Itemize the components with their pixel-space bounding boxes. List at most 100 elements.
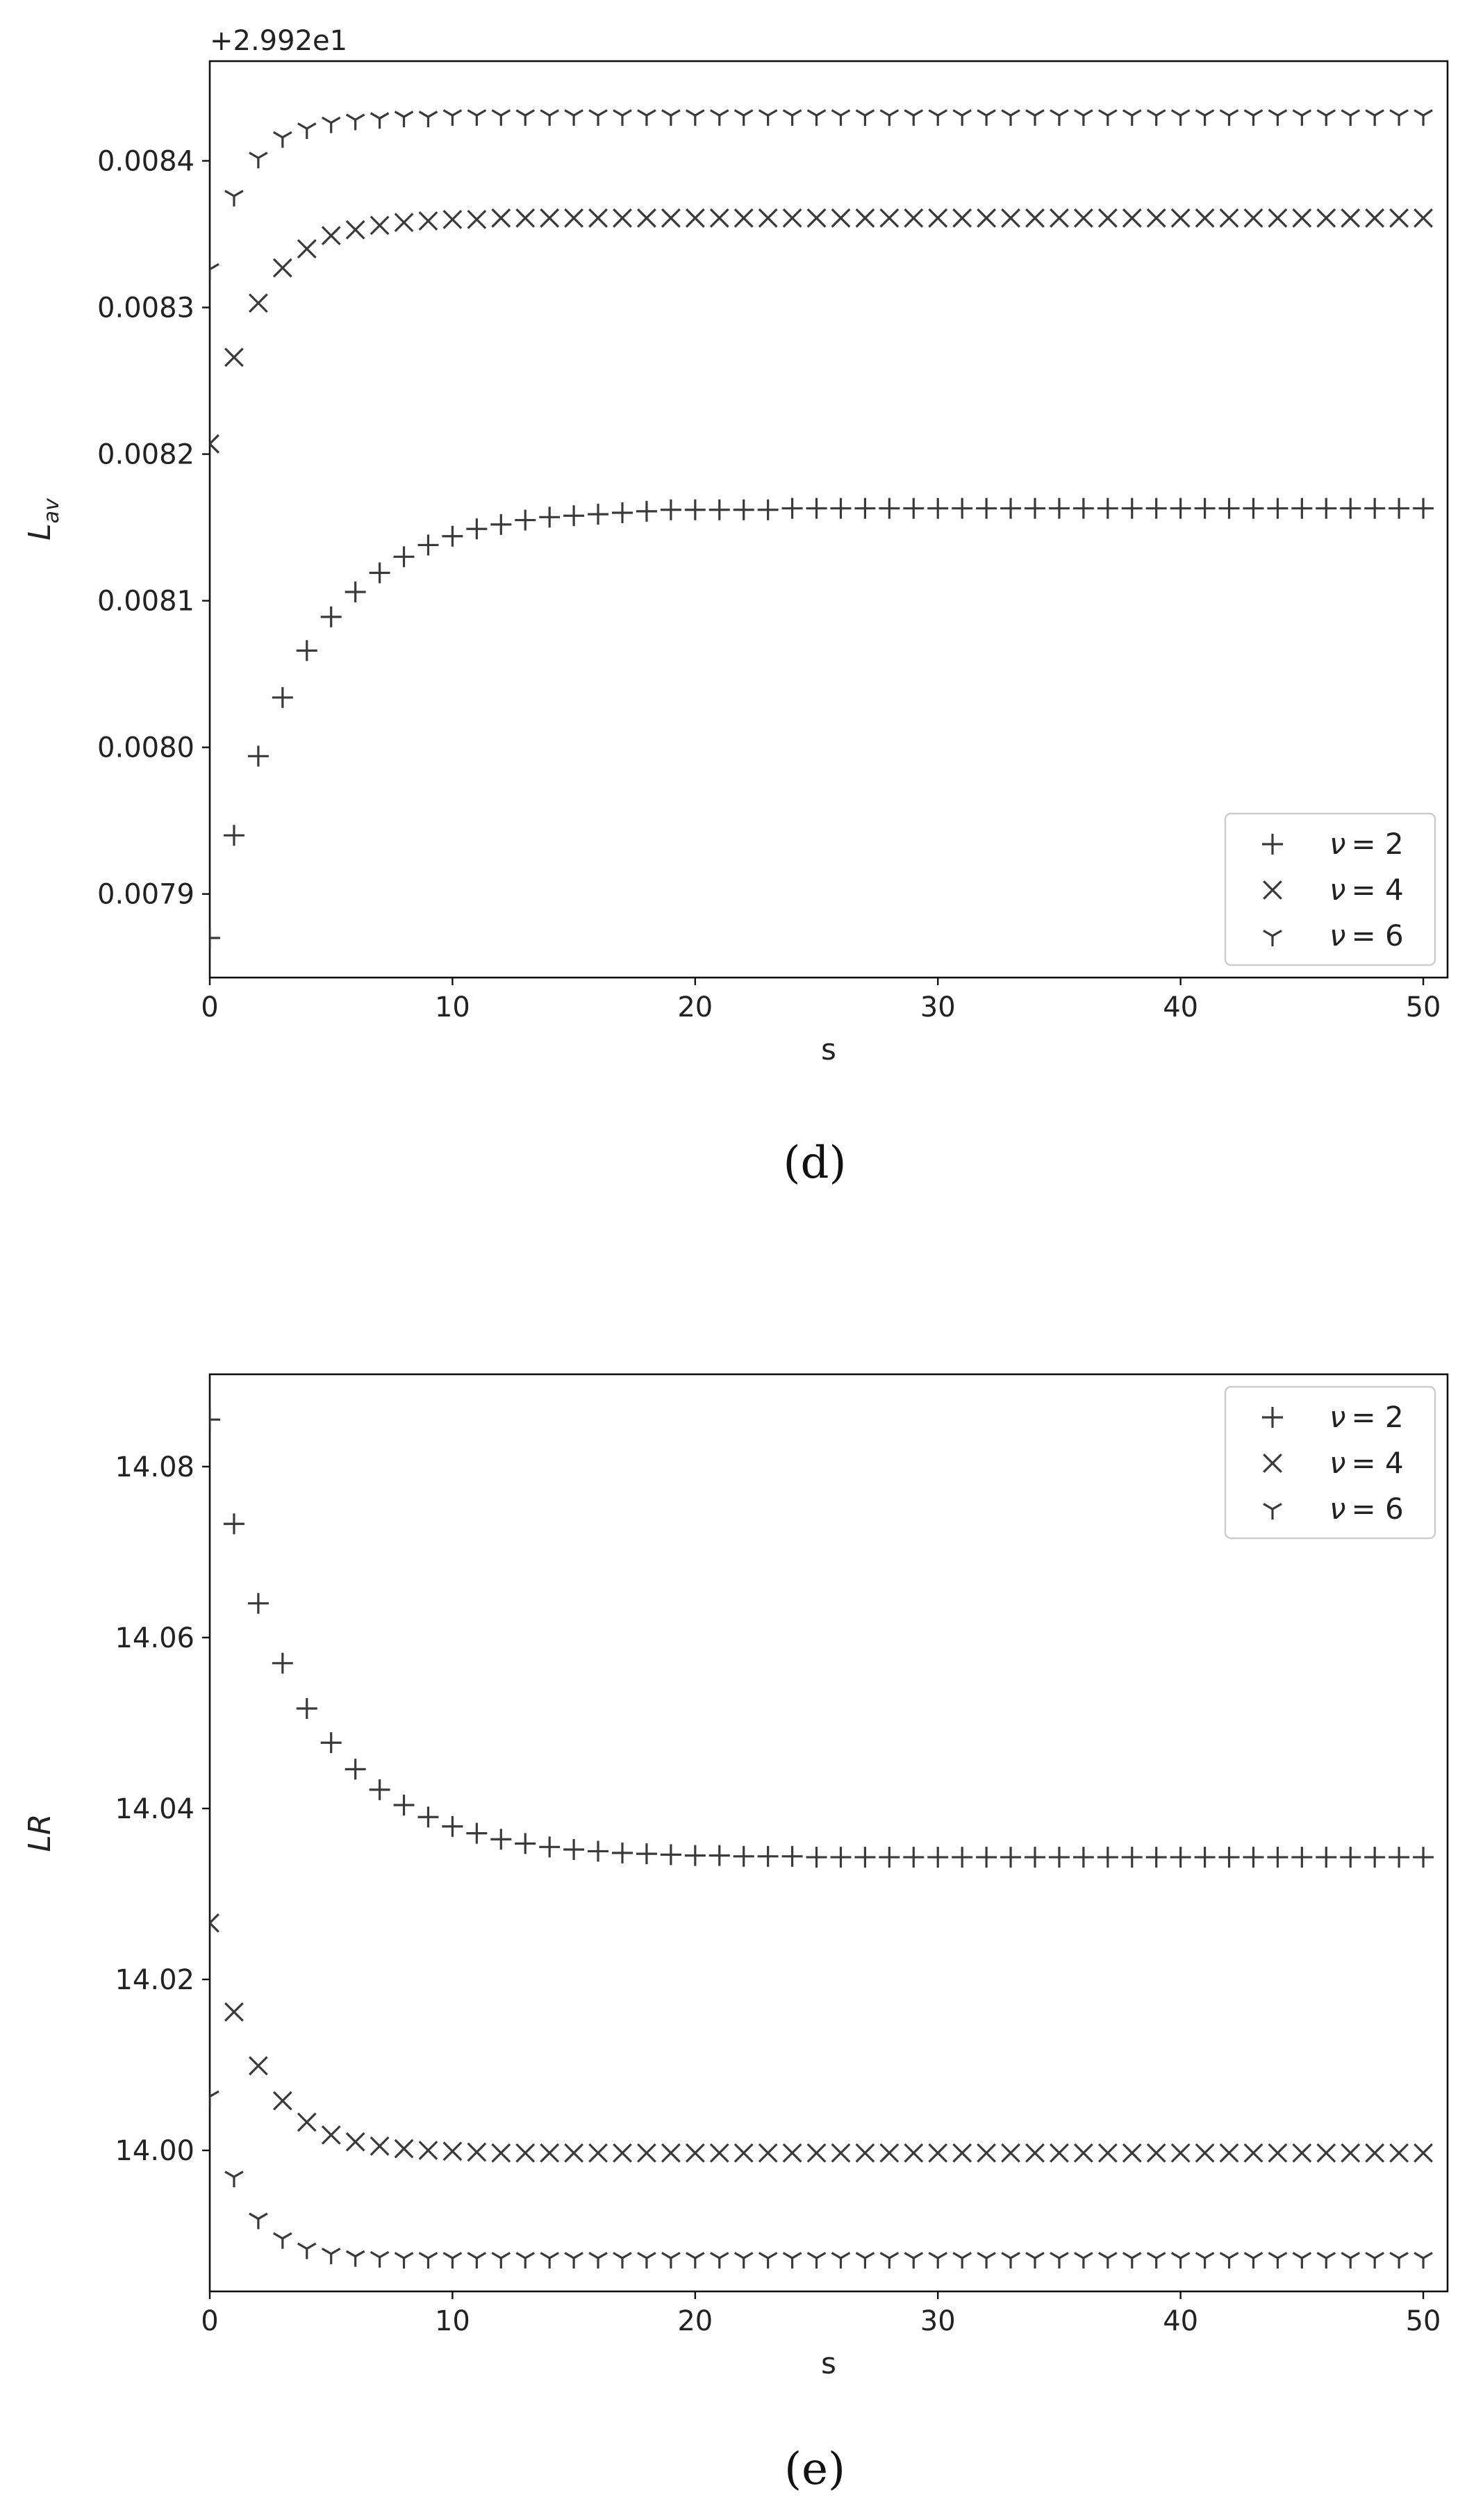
data-point <box>1025 109 1045 126</box>
marker-stroke <box>1219 2252 1230 2259</box>
data-point <box>369 1779 390 1800</box>
marker-stroke <box>1316 2252 1327 2259</box>
marker-stroke <box>354 2250 365 2257</box>
data-point <box>370 112 390 129</box>
data-point <box>661 109 681 126</box>
data-point <box>297 239 317 259</box>
data-point <box>490 513 512 535</box>
marker-stroke <box>210 434 219 446</box>
marker-stroke <box>1098 2252 1109 2259</box>
panel-caption: (d) <box>784 1137 847 1189</box>
marker-stroke <box>588 2143 608 2163</box>
marker-stroke <box>370 2250 381 2259</box>
data-point <box>1121 1847 1143 1868</box>
data-point <box>345 113 365 131</box>
plot-frame <box>208 60 1449 979</box>
data-point <box>1025 2143 1045 2163</box>
marker-stroke <box>500 109 511 117</box>
data-point <box>201 2090 219 2107</box>
marker-stroke <box>888 2252 900 2259</box>
marker-stroke <box>1243 109 1254 117</box>
data-point <box>588 504 609 525</box>
data-point <box>393 546 415 568</box>
marker-stroke <box>1389 109 1400 117</box>
data-point <box>321 2247 341 2264</box>
data-point <box>563 505 585 527</box>
marker-stroke <box>258 151 268 159</box>
data-point <box>210 928 220 949</box>
marker-stroke <box>904 2252 915 2259</box>
legend-label-value: = 4 <box>1351 873 1403 907</box>
data-point <box>879 1847 900 1868</box>
marker-stroke <box>1025 208 1045 228</box>
data-point <box>976 1847 997 1868</box>
marker-stroke <box>524 109 536 117</box>
data-point <box>1365 2252 1384 2269</box>
plot-frame <box>208 1373 1449 2293</box>
marker-stroke <box>249 151 259 159</box>
x-tick-label: 40 <box>1163 2305 1198 2337</box>
marker-stroke <box>1263 1503 1273 1510</box>
data-point <box>418 2252 438 2269</box>
data-point <box>1413 1847 1434 1868</box>
legend-item: ν = 2 <box>1262 1400 1404 1434</box>
marker-stroke <box>1010 109 1020 117</box>
marker-stroke <box>637 109 647 117</box>
data-point <box>1292 109 1312 126</box>
marker-stroke <box>1122 109 1133 117</box>
data-point <box>1267 497 1288 519</box>
data-point <box>855 2252 875 2269</box>
marker-stroke <box>1272 1503 1282 1510</box>
y-axis-label-main: LR <box>22 1813 58 1852</box>
data-point <box>709 2143 729 2163</box>
data-point <box>686 2252 705 2269</box>
data-point <box>1365 2143 1385 2163</box>
marker-stroke <box>345 113 356 121</box>
data-point <box>1050 208 1069 228</box>
marker-stroke <box>345 2250 356 2257</box>
marker-stroke <box>791 109 802 117</box>
marker-stroke <box>1179 109 1191 117</box>
data-point <box>418 110 438 128</box>
data-point <box>540 208 560 228</box>
marker-stroke <box>597 2252 608 2259</box>
data-point <box>296 1698 317 1720</box>
data-point <box>1050 2252 1069 2269</box>
marker-stroke <box>1050 2252 1060 2259</box>
marker-stroke <box>1316 2143 1336 2163</box>
marker-stroke <box>1155 109 1166 117</box>
marker-stroke <box>467 109 478 117</box>
data-point <box>1243 497 1264 519</box>
marker-stroke <box>1268 208 1288 228</box>
data-point <box>540 2143 560 2163</box>
marker-stroke <box>1122 208 1142 228</box>
marker-stroke <box>597 109 608 117</box>
data-point <box>1243 109 1263 126</box>
data-point <box>1195 208 1215 228</box>
data-point <box>490 1829 512 1850</box>
marker-stroke <box>224 347 244 368</box>
marker-stroke <box>1001 109 1011 117</box>
marker-stroke <box>977 2143 996 2163</box>
marker-stroke <box>272 258 292 278</box>
data-point <box>345 2250 365 2267</box>
data-point <box>418 211 438 231</box>
data-point <box>1195 2143 1215 2163</box>
marker-stroke <box>500 2252 511 2259</box>
marker-stroke <box>709 208 729 228</box>
legend-label-symbol: ν <box>1329 1400 1345 1434</box>
data-point <box>1292 2252 1312 2269</box>
data-point <box>442 2141 463 2161</box>
data-point <box>345 581 366 602</box>
marker-stroke <box>646 2252 656 2259</box>
data-point <box>952 109 972 126</box>
data-point <box>297 2112 317 2132</box>
marker-stroke <box>767 2252 778 2259</box>
marker-stroke <box>661 2252 672 2259</box>
marker-stroke <box>201 2091 210 2097</box>
series-markers <box>210 109 1434 949</box>
data-point <box>1219 2252 1239 2269</box>
marker-stroke <box>1170 208 1191 228</box>
data-point <box>1146 109 1166 126</box>
marker-stroke <box>904 208 924 228</box>
